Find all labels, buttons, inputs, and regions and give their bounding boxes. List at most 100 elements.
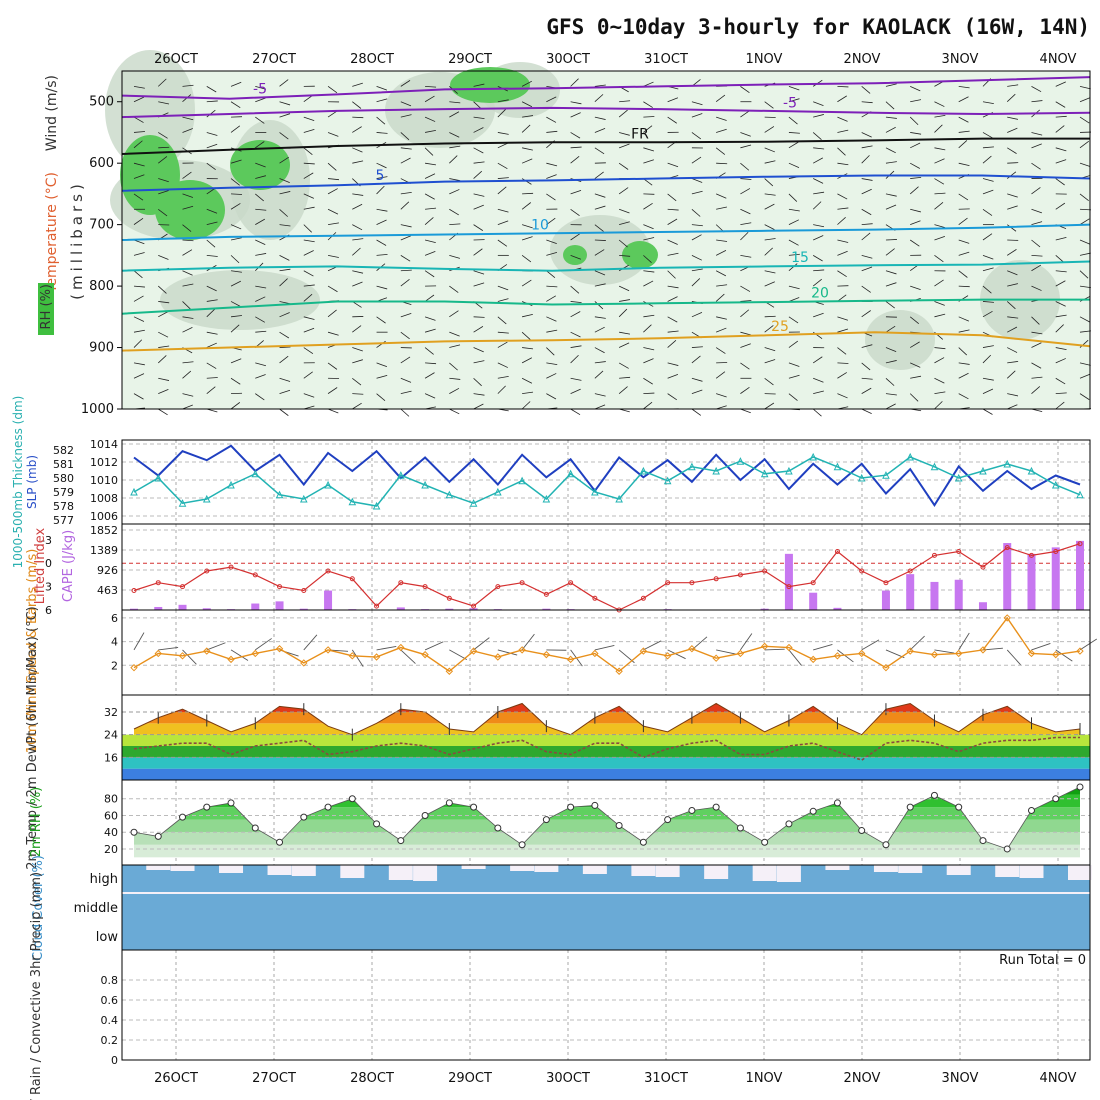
wind10m-point [1076,647,1084,655]
date-label-bottom: 3NOV [942,1071,979,1086]
precip-tick-label: 0.4 [101,1014,119,1027]
wind-barb [449,223,461,226]
wind-barb [1007,116,1019,120]
wind-barb [594,94,604,103]
lifted-index-point [422,584,428,590]
pressure-tick-label: 500 [89,95,114,110]
wind-barb [352,193,364,196]
wind-barb [910,285,921,291]
wind-barb [861,132,872,138]
wind-barb [327,254,339,258]
wind-barb [813,178,824,184]
wind-barb [1031,162,1041,170]
wind-barb [1031,264,1042,272]
wind-barb [643,401,653,410]
wind10m-barb [400,649,416,664]
wind-barb [206,377,218,379]
wind-barb [449,178,461,182]
wind-barb [619,100,631,103]
wind-barb [934,147,946,151]
wind-barb [424,251,436,256]
wind10m-point [275,645,284,653]
wind-barb [619,331,631,335]
isotherm-line [121,106,1091,119]
thickness-point [833,462,842,471]
wind-barb [594,301,604,310]
wind-barb [885,403,896,410]
wind-barb [934,255,944,263]
precip-tick-label: 0 [111,1054,118,1067]
wind-barb [206,362,217,369]
wind-barb [837,95,847,103]
wind-barb [230,178,240,186]
thickness-tick-label: 579 [53,486,74,499]
isotherm-label: -5 [253,81,267,97]
wind-barb [303,129,315,133]
cloud-high-gap [946,865,971,875]
wind-barb [449,189,460,195]
wind-barb [400,147,412,150]
wind10m-point [421,650,429,659]
upper-wind-barbs [133,78,1092,417]
wind-barb [133,339,143,348]
wind-barb [885,193,897,197]
thickness-point [1027,466,1036,475]
rh-shade-blob [865,310,935,370]
wind-barb [206,162,216,170]
wind-barb [158,388,169,395]
wind-barb [885,393,897,396]
wind-barb [1079,97,1091,103]
wind-barb [982,345,994,348]
wind-barb [231,193,243,195]
wind-barb [1007,205,1018,210]
wind-barb [958,239,970,244]
wind-barb [740,254,752,258]
wind-barb [594,116,606,120]
run-total-label: Run Total = 0 [999,953,1086,968]
wind-barb [570,408,581,416]
wind-barb [618,109,628,118]
wind-barb [158,311,169,318]
wind-barb [1031,331,1043,335]
rh-band [134,844,1080,858]
wind-barb [1007,249,1017,256]
pressure-tick-label: 600 [89,156,114,171]
wind10m-point [906,647,914,655]
wind-barb [522,115,534,118]
wind-barb [570,78,579,87]
wind-barb [158,254,169,260]
wind-barb [740,386,750,394]
wind-barb [885,270,897,275]
li-tick-label: 6 [45,604,52,617]
wind-barb [570,345,582,348]
wind-barb [133,116,144,123]
wind-barb [230,81,242,87]
wind-barb [182,370,192,379]
wind-barb [1079,270,1089,279]
lifted-index-point [204,568,210,574]
wind-barb [813,101,824,107]
wind-barb [861,178,873,181]
wind-barb [352,82,363,87]
wind-barb [206,100,218,103]
wind-barb [861,344,873,348]
wind-barb [885,377,895,386]
wind10m-point [542,650,551,659]
wind10m-point [1052,650,1060,659]
lifted-index-point [640,595,646,601]
wind-barb [425,207,437,210]
wind-barb [255,253,267,256]
wind-barb [691,208,701,217]
date-label-bottom: 2NOV [844,1071,881,1086]
lifted-index-point [834,549,840,554]
rh-point [470,803,478,811]
wind-barb [982,146,994,149]
wind-barb [182,224,192,232]
wind-barb [206,285,217,292]
wind10m-point [445,667,454,675]
wind-barb [473,193,485,197]
wind10m-point [251,649,259,658]
lifted-index-point [519,580,525,586]
wind-barb [885,248,895,256]
wind-barb [1055,301,1066,307]
